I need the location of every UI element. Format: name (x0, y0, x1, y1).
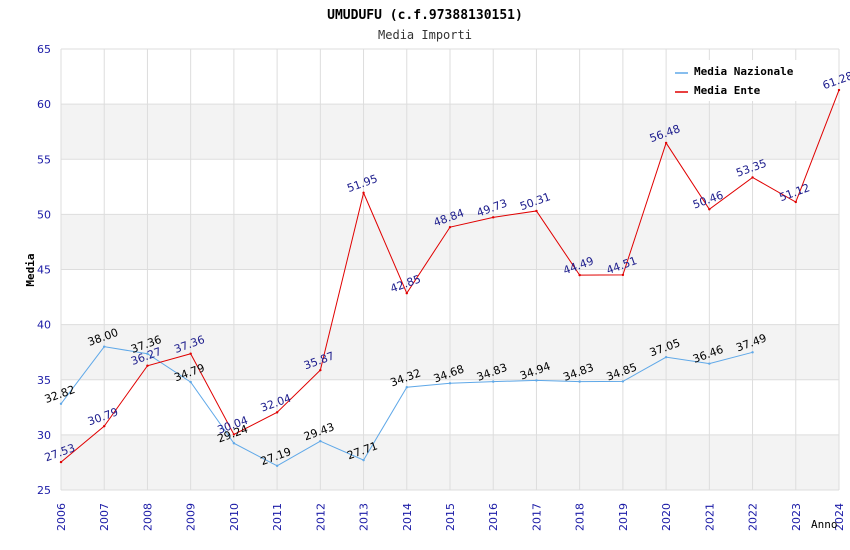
legend-label-nazionale: Media Nazionale (694, 65, 794, 78)
data-label: 30.79 (86, 405, 120, 428)
data-point (837, 88, 841, 92)
x-tick-label: 2014 (401, 503, 414, 531)
x-axis-label: Anno (811, 518, 838, 531)
x-tick-label: 2011 (271, 503, 284, 531)
data-point (146, 352, 149, 355)
grid-lines (60, 48, 840, 491)
data-point (751, 176, 754, 179)
y-tick-label: 50 (37, 208, 51, 221)
data-point (621, 380, 625, 383)
data-label: 42.85 (389, 272, 423, 295)
x-axis: 2006 2007 2008 2009 2010 2011 2012 2013 2014 2015… (55, 503, 846, 531)
data-point (708, 208, 711, 211)
x-tick-label: 2018 (574, 503, 587, 531)
data-label: 32.04 (259, 392, 293, 415)
data-point (362, 458, 365, 462)
data-point (319, 368, 322, 372)
data-point (535, 209, 538, 213)
data-point (535, 379, 538, 382)
data-label: 50.31 (518, 190, 552, 213)
y-tick-label: 40 (37, 319, 51, 332)
x-tick-label: 2006 (55, 503, 68, 531)
data-point (275, 464, 279, 468)
data-point (578, 273, 581, 277)
legend-label-ente: Media Ente (694, 84, 761, 97)
data-point (492, 380, 495, 383)
data-point (59, 460, 63, 464)
data-point (275, 411, 279, 414)
y-tick-label: 45 (37, 264, 51, 277)
data-label: 61.28 (821, 69, 850, 92)
data-point (232, 433, 236, 436)
data-point (319, 439, 322, 443)
data-point (621, 273, 625, 277)
x-tick-label: 2013 (358, 503, 371, 531)
x-tick-label: 2016 (487, 503, 500, 531)
x-tick-label: 2010 (228, 503, 241, 531)
x-tick-label: 2019 (617, 503, 630, 531)
x-tick-label: 2009 (185, 503, 198, 531)
x-tick-label: 2023 (790, 503, 803, 531)
chart-subtitle: Media Importi (378, 28, 472, 42)
y-tick-label: 65 (37, 43, 51, 56)
data-point (794, 200, 797, 204)
data-point (405, 386, 408, 389)
data-point (405, 292, 408, 295)
data-point (189, 352, 192, 355)
y-tick-label: 30 (37, 429, 51, 442)
y-tick-label: 55 (37, 153, 51, 166)
data-point (146, 364, 149, 367)
x-tick-label: 2020 (660, 503, 673, 531)
y-axis-label: Media (24, 253, 37, 286)
data-point (232, 442, 236, 445)
legend: Media Nazionale Media Ente (669, 60, 809, 101)
data-label: 53.35 (734, 157, 768, 180)
data-point (448, 382, 452, 385)
data-label: 51.95 (345, 172, 379, 195)
data-point (189, 380, 192, 384)
data-point (492, 216, 495, 219)
data-point (708, 362, 711, 365)
x-tick-label: 2024 (833, 503, 846, 531)
data-point (103, 424, 106, 428)
data-point (103, 345, 106, 348)
series-layer (59, 88, 841, 468)
x-tick-label: 2015 (444, 503, 457, 531)
data-point (578, 380, 581, 383)
y-axis: 25 30 35 40 45 50 55 60 65 (37, 43, 51, 497)
x-tick-label: 2022 (747, 503, 760, 531)
data-point (362, 191, 365, 195)
y-tick-label: 35 (37, 374, 51, 387)
x-tick-label: 2017 (530, 503, 543, 531)
data-point (751, 351, 754, 354)
x-tick-label: 2012 (314, 503, 327, 531)
data-point (448, 225, 452, 229)
x-tick-label: 2021 (703, 503, 716, 531)
y-tick-label: 60 (37, 98, 51, 111)
x-tick-label: 2007 (98, 503, 111, 531)
data-point (664, 141, 668, 145)
y-tick-label: 25 (37, 484, 51, 497)
data-point (59, 402, 63, 405)
chart-title: UMUDUFU (c.f.97388130151) (327, 8, 523, 23)
legend-box (669, 60, 809, 101)
data-point (664, 355, 668, 359)
x-tick-label: 2008 (141, 503, 154, 531)
